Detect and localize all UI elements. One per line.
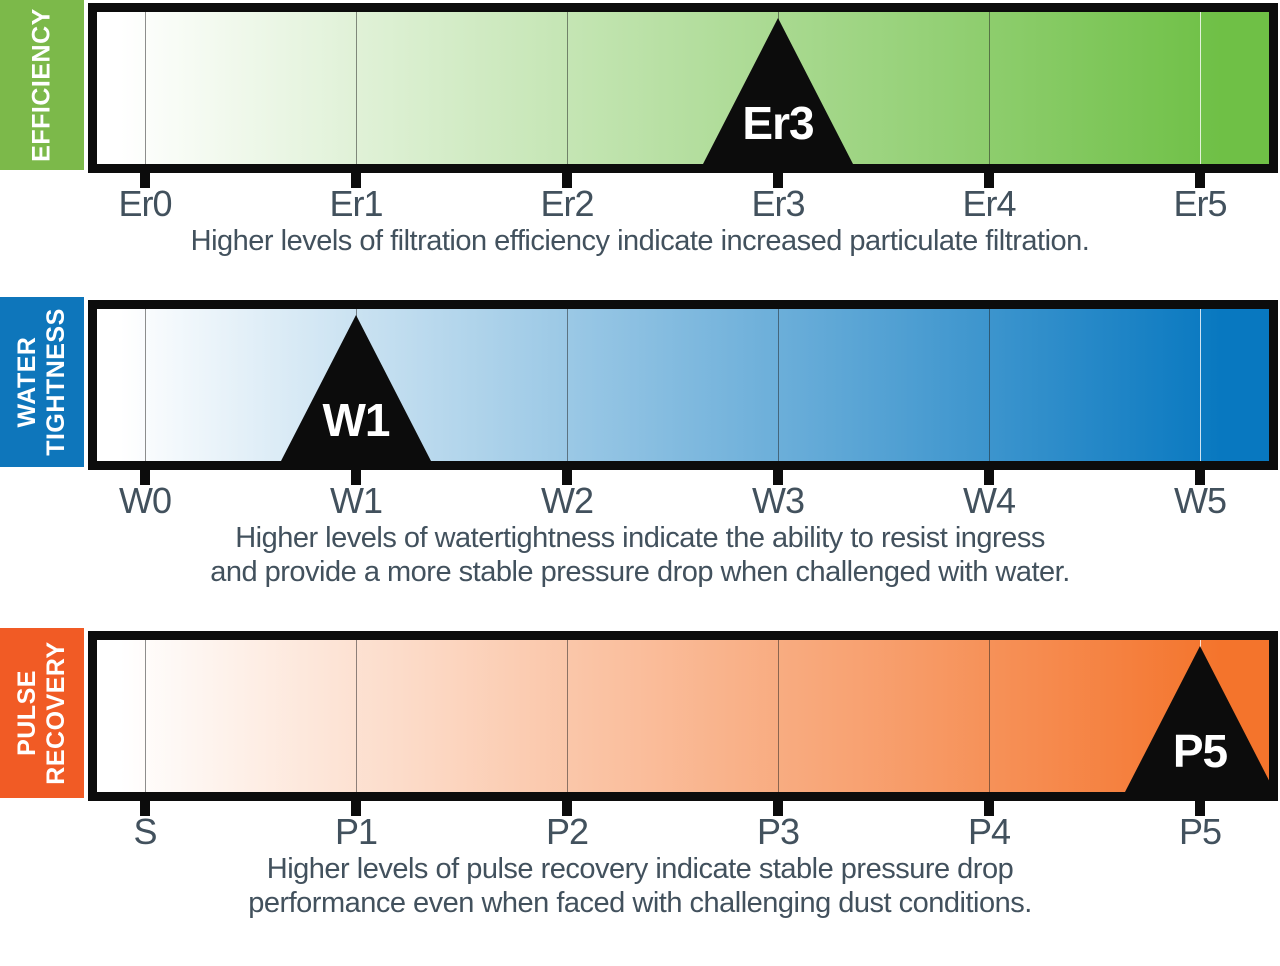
gridline — [989, 640, 990, 792]
pulse-recovery-marker-value: P5 — [1172, 725, 1228, 777]
efficiency-strip: EFFICIENCY — [0, 0, 84, 170]
gridline — [356, 12, 357, 164]
tick-mark — [351, 171, 361, 188]
pulse-recovery-marker-triangle: P5 — [1125, 646, 1269, 792]
tick-mark — [562, 468, 572, 485]
tick-mark — [351, 799, 361, 816]
water-tightness-marker-triangle: W1 — [281, 315, 431, 461]
tick-mark — [140, 468, 150, 485]
tick-mark — [1195, 468, 1205, 485]
strip-label-line: PULSE — [13, 670, 41, 756]
tick-mark — [1195, 171, 1205, 188]
tick-mark — [773, 171, 783, 188]
water-tightness-strip-label: WATER TIGHTNESS — [13, 308, 71, 456]
gridline — [778, 640, 779, 792]
efficiency-strip-label: EFFICIENCY — [28, 8, 57, 162]
gridline — [778, 309, 779, 461]
tick-label: Er2 — [540, 183, 594, 224]
tick-label: P3 — [756, 811, 800, 852]
water-tightness-description: Higher levels of watertightness indicate… — [0, 521, 1280, 589]
strip-label-line: EFFICIENCY — [27, 8, 56, 162]
tick-label: Er5 — [1173, 183, 1227, 224]
tick-label: P5 — [1178, 811, 1222, 852]
efficiency-marker-value: Er3 — [742, 97, 814, 149]
gridline — [567, 640, 568, 792]
description-line: and provide a more stable pressure drop … — [210, 556, 1070, 588]
gridline — [145, 12, 146, 164]
gridline — [145, 309, 146, 461]
tick-label: Er0 — [118, 183, 172, 224]
tick-label: Er3 — [751, 183, 805, 224]
pulse-recovery-strip-label: PULSE RECOVERY — [13, 641, 71, 784]
efficiency-description: Higher levels of filtration efficiency i… — [0, 224, 1280, 258]
efficiency-marker-triangle: Er3 — [703, 18, 853, 164]
pulse-recovery-gradient-bar: P5 — [88, 631, 1278, 801]
tick-mark — [562, 799, 572, 816]
tick-label: P1 — [334, 811, 378, 852]
tick-mark — [351, 468, 361, 485]
tick-label: P4 — [967, 811, 1011, 852]
tick-mark — [140, 799, 150, 816]
tick-mark — [984, 171, 994, 188]
description-line: Higher levels of filtration efficiency i… — [190, 225, 1090, 257]
pulse-recovery-strip: PULSE RECOVERY — [0, 628, 84, 798]
water-tightness-strip: WATER TIGHTNESS — [0, 297, 84, 467]
tick-label: W5 — [1174, 480, 1227, 521]
gridline — [356, 640, 357, 792]
tick-mark — [562, 171, 572, 188]
gridline — [567, 12, 568, 164]
pulse-recovery-description: Higher levels of pulse recovery indicate… — [0, 852, 1280, 920]
tick-label: S — [133, 811, 157, 852]
tick-label: W4 — [963, 480, 1016, 521]
tick-mark — [984, 468, 994, 485]
tick-mark — [773, 468, 783, 485]
efficiency-scale-section: EFFICIENCY Er3 Er0 Er1 Er2 Er3 Er4 Er5 H — [0, 0, 1280, 300]
description-line: performance even when faced with challen… — [248, 887, 1032, 919]
water-tightness-gradient-bar: W1 — [88, 300, 1278, 470]
tick-label: W3 — [752, 480, 805, 521]
gridline — [145, 640, 146, 792]
description-line: Higher levels of pulse recovery indicate… — [266, 853, 1014, 885]
efficiency-gradient-bar: Er3 — [88, 3, 1278, 173]
gridline — [1200, 309, 1201, 461]
description-line: Higher levels of watertightness indicate… — [235, 522, 1045, 554]
gridline — [989, 309, 990, 461]
tick-label: Er1 — [329, 183, 383, 224]
tick-mark — [1195, 799, 1205, 816]
tick-mark — [140, 171, 150, 188]
tick-mark — [773, 799, 783, 816]
strip-label-line: WATER — [13, 336, 41, 428]
tick-label: W0 — [119, 480, 172, 521]
gridline — [989, 12, 990, 164]
tick-mark — [984, 799, 994, 816]
tick-label: P2 — [545, 811, 589, 852]
gridline — [1200, 12, 1201, 164]
strip-label-line: TIGHTNESS — [42, 308, 70, 456]
strip-label-line: RECOVERY — [42, 641, 70, 785]
water-tightness-scale-section: WATER TIGHTNESS W1 W0 W1 W2 W3 W4 W5 Hig… — [0, 297, 1280, 597]
pulse-recovery-scale-section: PULSE RECOVERY P5 S P1 P2 P3 P4 P5 Highe… — [0, 628, 1280, 928]
tick-label: Er4 — [962, 183, 1016, 224]
water-tightness-marker-value: W1 — [322, 394, 391, 446]
gridline — [567, 309, 568, 461]
tick-label: W1 — [330, 480, 383, 521]
tick-label: W2 — [541, 480, 594, 521]
